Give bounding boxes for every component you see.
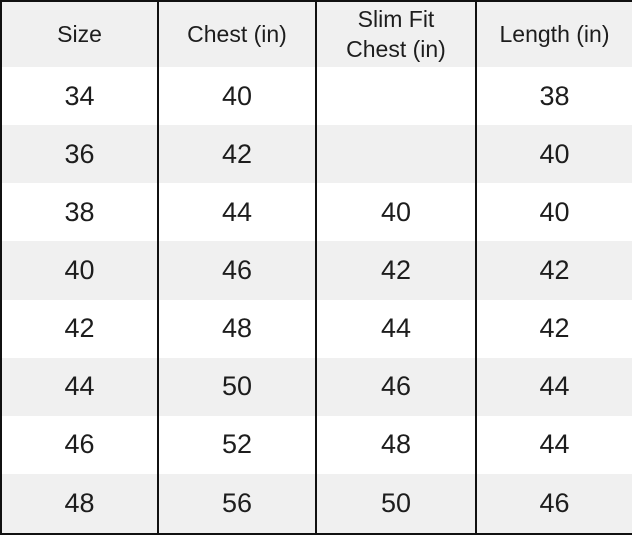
cell-length: 38 — [475, 67, 632, 126]
cell-length: 40 — [475, 183, 632, 242]
cell-length: 42 — [475, 299, 632, 358]
cell-size: 48 — [0, 473, 159, 534]
cell-slim-fit-chest — [315, 125, 477, 184]
table-row: 42 48 44 42 — [0, 299, 632, 358]
cell-size: 34 — [0, 67, 159, 126]
cell-slim-fit-chest: 44 — [315, 299, 477, 358]
table-row: 48 56 50 46 — [0, 473, 632, 534]
cell-chest: 42 — [157, 125, 317, 184]
cell-length: 44 — [475, 357, 632, 416]
column-header-slim-fit-chest: Slim Fit Chest (in) — [315, 1, 477, 67]
cell-slim-fit-chest: 48 — [315, 415, 477, 474]
cell-chest: 52 — [157, 415, 317, 474]
table-row: 36 42 40 — [0, 125, 632, 184]
cell-size: 40 — [0, 241, 159, 300]
column-header-chest: Chest (in) — [157, 1, 317, 67]
column-header-size: Size — [0, 1, 159, 67]
cell-length: 42 — [475, 241, 632, 300]
table-row: 38 44 40 40 — [0, 183, 632, 242]
column-header-length: Length (in) — [475, 1, 632, 67]
cell-chest: 48 — [157, 299, 317, 358]
table-row: 40 46 42 42 — [0, 241, 632, 300]
cell-chest: 56 — [157, 473, 317, 534]
cell-size: 42 — [0, 299, 159, 358]
cell-chest: 40 — [157, 67, 317, 126]
header-row: Size Chest (in) Slim Fit Chest (in) Leng… — [0, 1, 632, 67]
cell-slim-fit-chest: 50 — [315, 473, 477, 534]
table-row: 46 52 48 44 — [0, 415, 632, 474]
table-row: 34 40 38 — [0, 67, 632, 126]
cell-chest: 50 — [157, 357, 317, 416]
cell-chest: 46 — [157, 241, 317, 300]
cell-slim-fit-chest: 46 — [315, 357, 477, 416]
cell-chest: 44 — [157, 183, 317, 242]
cell-length: 40 — [475, 125, 632, 184]
cell-slim-fit-chest: 40 — [315, 183, 477, 242]
cell-length: 46 — [475, 473, 632, 534]
cell-size: 44 — [0, 357, 159, 416]
cell-slim-fit-chest — [315, 67, 477, 126]
cell-size: 46 — [0, 415, 159, 474]
cell-length: 44 — [475, 415, 632, 474]
cell-slim-fit-chest: 42 — [315, 241, 477, 300]
cell-size: 36 — [0, 125, 159, 184]
cell-size: 38 — [0, 183, 159, 242]
table-row: 44 50 46 44 — [0, 357, 632, 416]
